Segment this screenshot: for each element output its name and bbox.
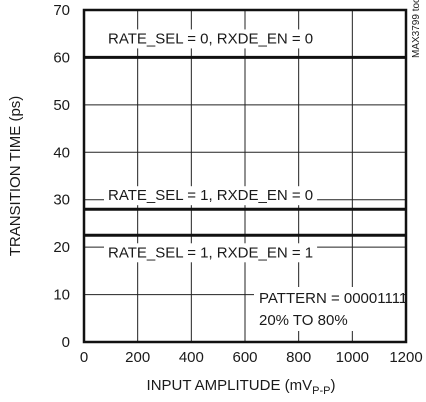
y-tick-label: 70 xyxy=(53,2,70,19)
y-tick-label: 40 xyxy=(53,144,70,161)
y-tick-label: 0 xyxy=(62,334,70,351)
x-axis-title-main: INPUT AMPLITUDE (mV xyxy=(147,377,313,394)
plot-frame xyxy=(82,8,408,344)
pattern-annotation: PATTERN = 00001111 xyxy=(259,290,407,307)
y-tick-label: 20 xyxy=(53,239,70,256)
series-label-bg xyxy=(104,29,318,49)
y-tick-label: 60 xyxy=(53,49,70,66)
figure-id: MAX3799 toc11 xyxy=(411,0,422,58)
x-tick-label: 200 xyxy=(125,349,150,366)
series-label-rate0-rxde0: RATE_SEL = 0, RXDE_EN = 0 xyxy=(108,30,313,47)
x-tick-label: 800 xyxy=(286,349,311,366)
y-tick-labels: 0 10 20 30 40 50 60 70 xyxy=(53,2,70,351)
y-axis-title: TRANSITION TIME (ps) xyxy=(7,96,24,257)
annotation-bg xyxy=(254,287,404,331)
y-tick-label: 30 xyxy=(53,192,70,209)
x-tick-label: 1000 xyxy=(336,349,369,366)
x-tick-labels: 0 200 400 600 800 1000 1200 xyxy=(80,349,423,366)
y-tick-label: 50 xyxy=(53,97,70,114)
x-axis-title-subscript: P-P xyxy=(312,385,330,397)
x-axis-title: INPUT AMPLITUDE (mVP-P) xyxy=(147,377,336,397)
series-layer xyxy=(84,55,406,237)
series-label-bg xyxy=(104,243,318,263)
y-tick-label: 10 xyxy=(53,287,70,304)
series-label-rate1-rxde1: RATE_SEL = 1, RXDE_EN = 1 xyxy=(108,244,313,261)
x-tick-label: 1200 xyxy=(389,349,422,366)
x-tick-label: 0 xyxy=(80,349,88,366)
x-axis-title-close: ) xyxy=(330,377,335,394)
x-tick-label: 400 xyxy=(179,349,204,366)
threshold-annotation: 20% TO 80% xyxy=(259,312,348,329)
x-tick-label: 600 xyxy=(232,349,257,366)
series-label-bg xyxy=(104,186,318,206)
series-label-rate1-rxde0: RATE_SEL = 1, RXDE_EN = 0 xyxy=(108,187,313,204)
